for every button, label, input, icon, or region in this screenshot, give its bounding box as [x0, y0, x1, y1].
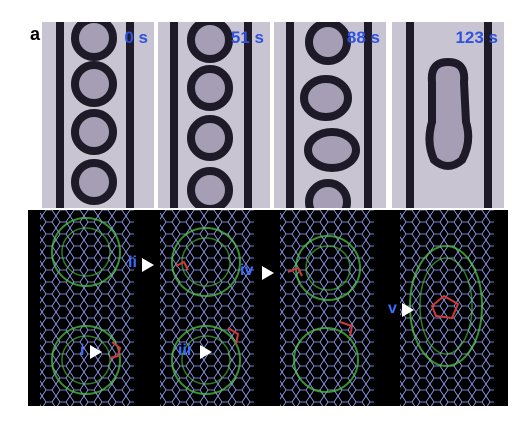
tem-frame-51s: 51 s [158, 22, 270, 208]
model-image-row: i ii iii iv v [28, 210, 508, 406]
tem-image-51s [158, 22, 270, 208]
time-label-123s: 123 s [455, 28, 498, 47]
marker-label-iii: iii [178, 342, 192, 359]
model-frame-2 [148, 210, 266, 406]
panel-a-letter: a [30, 24, 41, 44]
time-label-51s: 51 s [230, 28, 264, 47]
marker-label-v: v [388, 300, 397, 317]
marker-label-ii: ii [128, 254, 137, 271]
tem-image-row: 0 s 51 s 88 s [42, 22, 504, 218]
marker-arrow-v [402, 303, 414, 317]
tem-frame-0s: 0 s [42, 22, 154, 208]
model-image-1 [40, 210, 134, 406]
tem-image-88s [274, 22, 386, 208]
model-frame-3 [268, 210, 386, 406]
marker-arrow-iii [200, 345, 212, 359]
tem-image-0s [42, 22, 154, 208]
marker-label-i: i [80, 342, 85, 359]
tem-frame-88s: 88 s [274, 22, 386, 208]
time-label-88s: 88 s [346, 28, 380, 47]
marker-arrow-ii [142, 258, 154, 272]
tem-frame-123s: 123 s [392, 22, 504, 208]
tem-image-123s [392, 22, 504, 208]
model-frame-1 [28, 210, 146, 406]
model-image-3 [280, 210, 374, 406]
marker-arrow-iv [262, 266, 274, 280]
marker-arrow-i [90, 345, 102, 359]
time-label-0s: 0 s [124, 28, 148, 47]
model-image-2 [160, 210, 254, 406]
marker-label-iv: iv [240, 262, 254, 279]
